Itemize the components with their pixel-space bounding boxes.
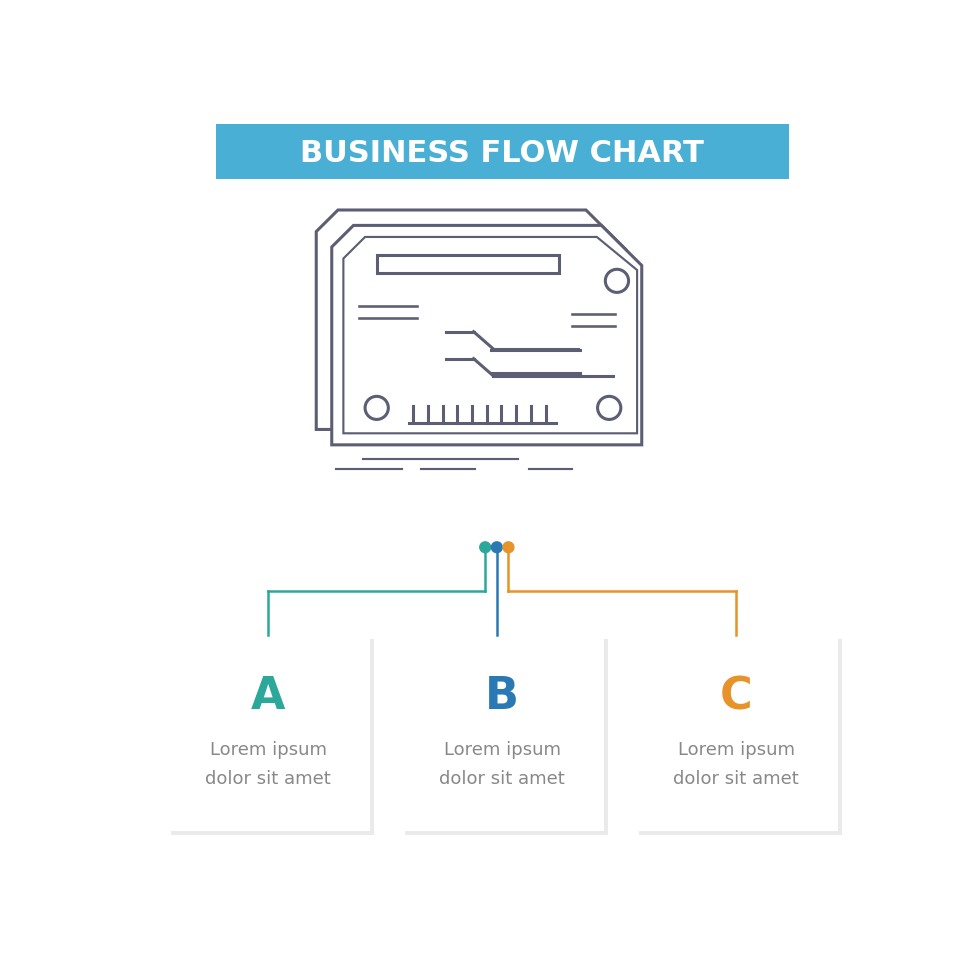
Polygon shape <box>332 225 642 445</box>
FancyBboxPatch shape <box>639 639 842 835</box>
Circle shape <box>503 542 514 553</box>
FancyBboxPatch shape <box>167 635 369 831</box>
Text: B: B <box>485 675 519 718</box>
FancyBboxPatch shape <box>216 123 789 179</box>
Text: Lorem ipsum
dolor sit amet: Lorem ipsum dolor sit amet <box>206 741 331 788</box>
Text: A: A <box>251 675 285 718</box>
FancyBboxPatch shape <box>635 635 838 831</box>
FancyBboxPatch shape <box>401 635 604 831</box>
Circle shape <box>480 542 491 553</box>
Text: BUSINESS FLOW CHART: BUSINESS FLOW CHART <box>300 139 705 169</box>
FancyBboxPatch shape <box>171 639 373 835</box>
FancyBboxPatch shape <box>405 639 608 835</box>
Text: Lorem ipsum
dolor sit amet: Lorem ipsum dolor sit amet <box>439 741 565 788</box>
Text: Lorem ipsum
dolor sit amet: Lorem ipsum dolor sit amet <box>673 741 799 788</box>
Circle shape <box>491 542 502 553</box>
FancyBboxPatch shape <box>376 255 559 273</box>
Text: C: C <box>720 675 753 718</box>
